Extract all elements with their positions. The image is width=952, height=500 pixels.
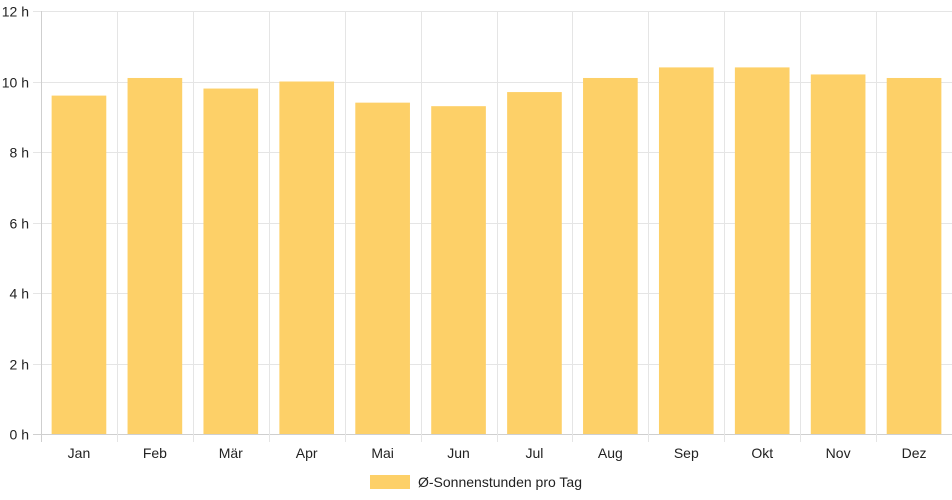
x-tick-label: Jan (68, 445, 91, 461)
x-tick-label: Jul (526, 445, 544, 461)
bar-Aug[interactable] (583, 77, 638, 434)
x-tick-label: Mai (371, 445, 394, 461)
x-tick-label: Feb (143, 445, 167, 461)
y-tick-label: 0 h (10, 427, 29, 443)
legend-swatch (370, 475, 410, 489)
y-tick-label: 12 h (2, 4, 29, 20)
y-tick-label: 6 h (10, 216, 29, 232)
bar-Jan[interactable] (51, 95, 107, 434)
x-tick-label: Dez (902, 445, 927, 461)
bar-Okt[interactable] (734, 67, 790, 435)
x-tick-label: Sep (674, 445, 699, 461)
bar-Jun[interactable] (431, 106, 486, 435)
legend[interactable]: Ø-Sonnenstunden pro Tag (370, 474, 582, 490)
x-tick-label: Nov (826, 445, 851, 461)
x-tick-label: Okt (751, 445, 773, 461)
y-tick-label: 10 h (2, 75, 29, 91)
bar-Mär[interactable] (203, 88, 259, 435)
y-tick-label: 8 h (10, 145, 29, 161)
grid (33, 11, 952, 442)
bar-Jul[interactable] (507, 92, 562, 434)
axes: 0 h 2 h 4 h 6 h 8 h 10 h 12 h Jan Feb Mär Apr Mai Ju… (2, 4, 927, 462)
y-tick-label: 4 h (10, 286, 29, 302)
x-tick-label: Jun (447, 445, 470, 461)
bar-Dez[interactable] (886, 77, 942, 434)
bars (51, 67, 942, 435)
y-tick-label: 2 h (10, 357, 29, 373)
bar-Feb[interactable] (127, 77, 183, 434)
bar-Nov[interactable] (810, 74, 866, 434)
bar-Mai[interactable] (355, 102, 410, 435)
bar-Sep[interactable] (658, 67, 714, 435)
x-tick-label: Aug (598, 445, 623, 461)
x-tick-label: Apr (296, 445, 318, 461)
legend-label: Ø-Sonnenstunden pro Tag (418, 474, 582, 490)
bar-Apr[interactable] (279, 81, 335, 435)
x-tick-label: Mär (219, 445, 243, 461)
